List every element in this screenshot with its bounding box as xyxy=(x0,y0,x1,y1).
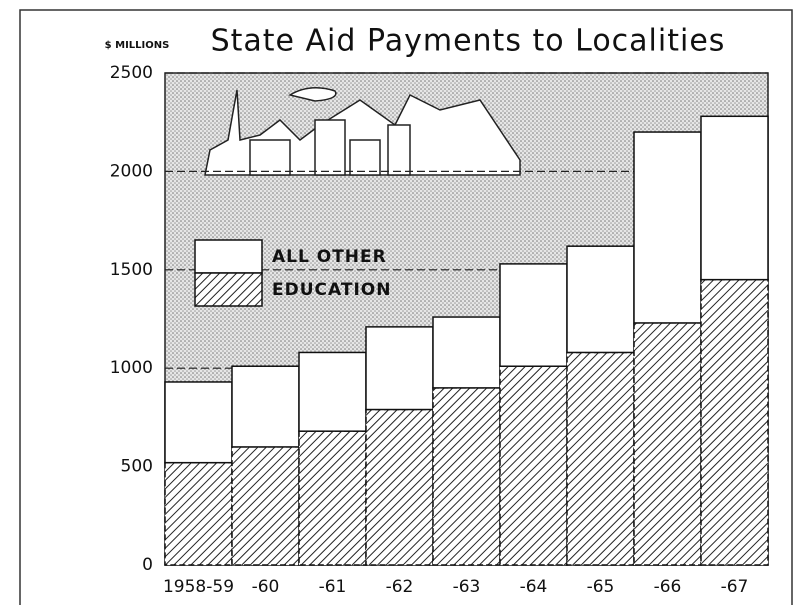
bar-segment xyxy=(700,278,769,566)
bar-segment xyxy=(231,365,300,448)
bar-segment xyxy=(566,245,635,354)
x-tick-label: -62 xyxy=(386,577,414,597)
y-tick-label: 1500 xyxy=(110,260,153,280)
bar-segment xyxy=(164,461,233,566)
y-tick-label: 0 xyxy=(142,555,153,575)
y-tick-label: 500 xyxy=(121,457,153,477)
x-tick-label: 1958-59 xyxy=(163,577,234,597)
legend-label: EDUCATION xyxy=(272,280,391,300)
bar-segment xyxy=(499,263,568,367)
y-axis-label: $ MILLIONS xyxy=(105,40,170,51)
bar-segment xyxy=(432,316,501,389)
bar-segment xyxy=(365,326,434,411)
frame xyxy=(19,9,793,605)
bar-segment xyxy=(298,351,367,432)
bar-segment xyxy=(633,131,702,324)
bar-segment xyxy=(164,381,233,464)
x-tick-label: -60 xyxy=(252,577,280,597)
bar-segment xyxy=(566,351,635,566)
bar-segment xyxy=(700,115,769,281)
y-tick-label: 2500 xyxy=(110,63,153,83)
bar-segment xyxy=(499,365,568,566)
x-tick-label: -67 xyxy=(721,577,749,597)
bar-segment xyxy=(365,408,434,566)
x-tick-label: -63 xyxy=(453,577,481,597)
legend-swatch xyxy=(194,272,263,307)
skyline xyxy=(204,87,521,176)
y-tick-label: 1000 xyxy=(110,358,153,378)
x-tick-label: -64 xyxy=(520,577,548,597)
legend-swatch xyxy=(194,239,263,274)
y-tick-label: 2000 xyxy=(110,161,153,181)
legend-label: ALL OTHER xyxy=(272,247,387,267)
bar-segment xyxy=(298,430,367,566)
x-tick-label: -66 xyxy=(654,577,682,597)
bar-segment xyxy=(633,322,702,566)
bar-segment xyxy=(432,387,501,566)
x-tick-label: -61 xyxy=(319,577,347,597)
chart-title: State Aid Payments to Localities xyxy=(211,24,726,59)
bar-segment xyxy=(231,446,300,566)
x-tick-label: -65 xyxy=(587,577,615,597)
